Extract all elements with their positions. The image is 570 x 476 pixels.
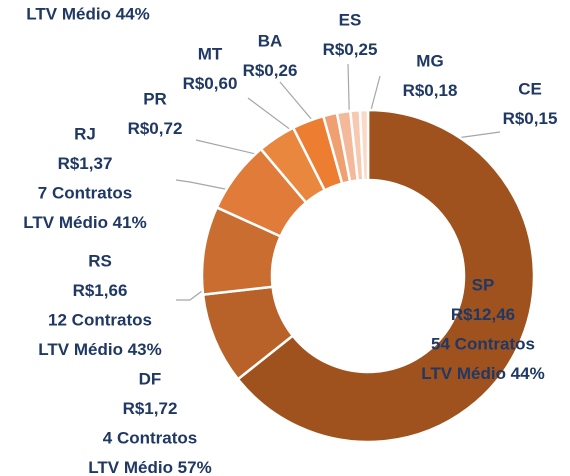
slice-name: MT <box>198 44 223 63</box>
slice-name: BA <box>258 31 283 50</box>
slice-name: MG <box>416 51 443 70</box>
contracts-label: 7 Contratos <box>38 183 132 202</box>
value-label: R$0,72 <box>128 119 183 138</box>
value-label: R$1,37 <box>58 154 113 173</box>
slice <box>236 108 536 444</box>
ltv-label: LTV Médio 43% <box>38 340 161 359</box>
slice-name: DF <box>139 369 162 388</box>
slice-name: SP <box>472 275 495 294</box>
slice-name: PR <box>143 89 167 108</box>
slice <box>358 108 370 182</box>
slice-name: ES <box>339 10 362 29</box>
value-label: R$1,66 <box>73 281 128 300</box>
value-label: R$0,26 <box>243 61 298 80</box>
contracts-label: 12 Contratos <box>48 310 152 329</box>
ltv-label: LTV Médio 44% <box>421 364 544 383</box>
slice-name: RS <box>88 251 112 270</box>
top-note: LTV Médio 44% <box>26 4 149 23</box>
value-label: R$1,72 <box>123 399 178 418</box>
value-label: R$0,25 <box>323 40 378 59</box>
ltv-label: LTV Médio 57% <box>88 458 211 476</box>
value-label: R$0,18 <box>403 81 458 100</box>
contracts-label: 54 Contratos <box>431 334 535 353</box>
contracts-label: 4 Contratos <box>103 428 197 447</box>
slice-name: RJ <box>74 124 96 143</box>
value-label: R$0,60 <box>183 74 238 93</box>
leader-lines <box>175 63 501 301</box>
ltv-label: LTV Médio 41% <box>23 213 146 232</box>
slice-name: CE <box>518 79 542 98</box>
value-label: R$0,15 <box>503 109 558 128</box>
value-label: R$12,46 <box>451 305 515 324</box>
